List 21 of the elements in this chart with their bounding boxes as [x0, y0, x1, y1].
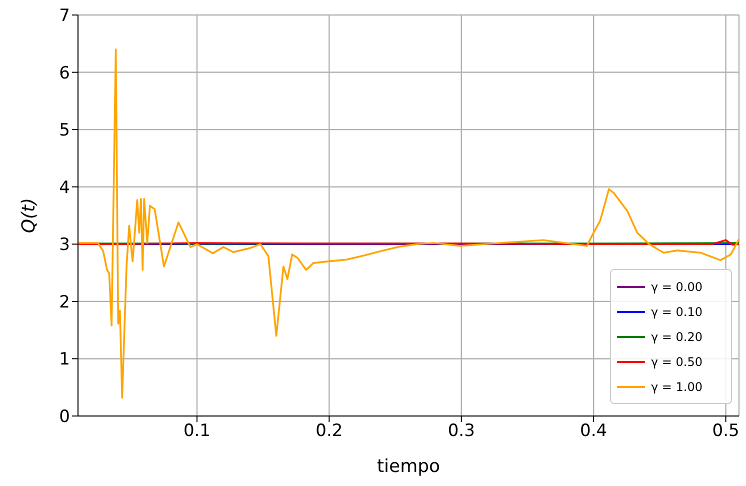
- legend-label: γ = 0.10: [651, 304, 703, 318]
- y-tick-label: 0: [59, 407, 70, 428]
- line-series: [78, 48, 739, 399]
- y-tick-label: 7: [59, 6, 70, 26]
- legend-label: γ = 0.50: [651, 354, 703, 368]
- legend-label: γ = 0.00: [651, 280, 703, 294]
- legend-label: γ = 0.20: [651, 330, 703, 344]
- y-tick-label: 6: [59, 63, 70, 84]
- x-axis-title: tiempo: [376, 456, 440, 477]
- x-tick-label: 0.4: [580, 421, 608, 442]
- x-tick-label: 0.3: [448, 421, 475, 442]
- y-axis-title: Q(t): [18, 198, 40, 234]
- y-tick-label: 4: [59, 178, 70, 198]
- x-tick-label: 0.1: [183, 421, 211, 442]
- y-tick-label: 5: [59, 120, 70, 141]
- y-tick-label: 2: [59, 292, 70, 312]
- legend-label: γ = 1.00: [651, 380, 703, 394]
- y-tick-label: 1: [59, 350, 70, 370]
- x-tick-label: 0.2: [316, 421, 343, 442]
- y-tick-label: 3: [59, 235, 70, 256]
- x-tick-label: 0.5: [712, 421, 740, 442]
